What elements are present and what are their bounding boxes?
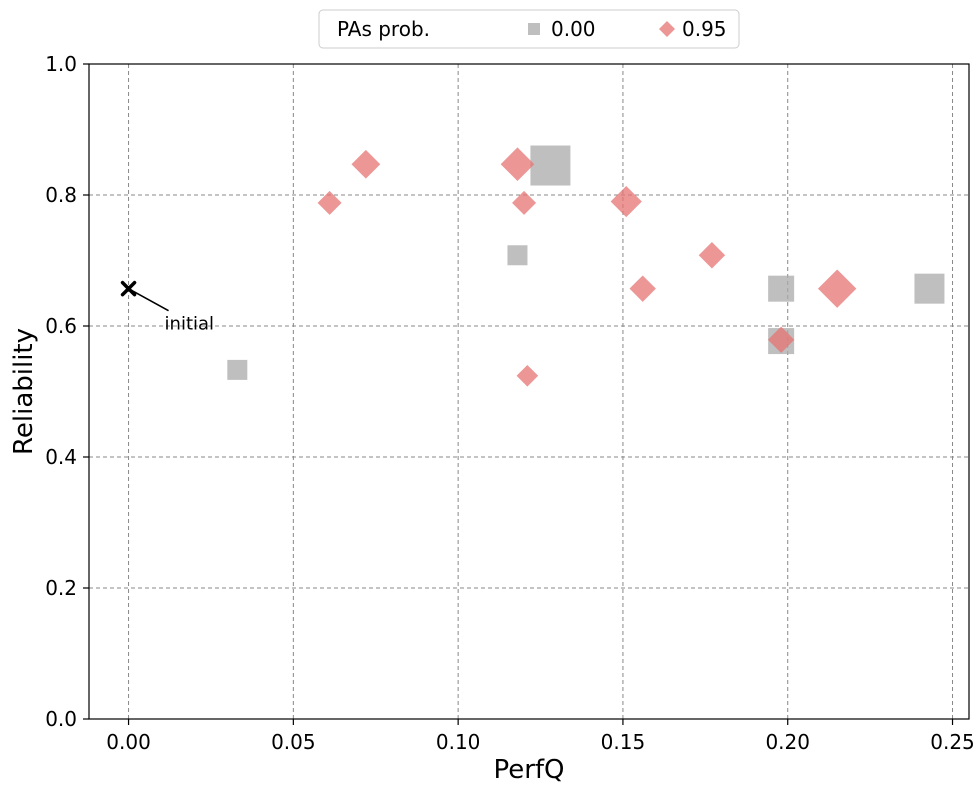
legend-label-0.00: 0.00	[551, 17, 596, 41]
marks	[227, 145, 945, 387]
x-tick-label: 0.00	[106, 730, 151, 754]
x-tick-label: 0.25	[930, 730, 975, 754]
legend-title: PAs prob.	[337, 17, 430, 41]
point-diamond-0.95	[817, 269, 857, 308]
ticks: 0.00 0.05 0.10 0.15 0.20 0.25 0.0 0.2 0.4 0.6 0.8 1…	[45, 52, 975, 754]
point-square-0.00	[530, 145, 571, 186]
point-diamond-0.95	[767, 326, 795, 353]
point-diamond-0.95	[351, 149, 381, 179]
y-tick-label: 0.6	[45, 314, 77, 338]
point-diamond-0.95	[698, 242, 726, 269]
legend-swatch-0.95	[659, 21, 675, 37]
point-square-0.00	[914, 273, 945, 304]
legend: PAs prob. 0.00 0.95	[318, 9, 740, 49]
point-diamond-0.95	[629, 275, 656, 302]
x-tick-label: 0.10	[436, 730, 481, 754]
y-tick-label: 0.8	[45, 183, 77, 207]
y-tick-label: 0.4	[45, 445, 77, 469]
x-tick-label: 0.20	[765, 730, 810, 754]
point-square-0.00	[227, 359, 248, 380]
x-tick-label: 0.15	[601, 730, 646, 754]
x-tick-label: 0.05	[271, 730, 316, 754]
legend-label-0.95: 0.95	[682, 17, 727, 41]
initial-marker	[120, 280, 137, 297]
y-tick-label: 1.0	[45, 52, 77, 76]
annotations: initial	[120, 280, 215, 335]
plot-frame	[88, 63, 970, 720]
point-square-0.00	[507, 245, 528, 266]
annotation-label: initial	[165, 314, 215, 335]
annotation-arrow	[128, 287, 169, 312]
point-diamond-0.95	[500, 147, 535, 182]
legend-swatch-0.00	[528, 23, 540, 35]
y-tick-label: 0.2	[45, 576, 77, 600]
point-square-0.00	[768, 275, 795, 302]
x-axis-label: PerfQ	[493, 755, 564, 785]
point-diamond-0.95	[610, 185, 642, 218]
point-diamond-0.95	[317, 190, 342, 215]
point-diamond-0.95	[516, 364, 539, 387]
y-axis-label: Reliability	[9, 328, 39, 455]
point-diamond-0.95	[512, 190, 537, 215]
y-tick-label: 0.0	[45, 707, 77, 731]
